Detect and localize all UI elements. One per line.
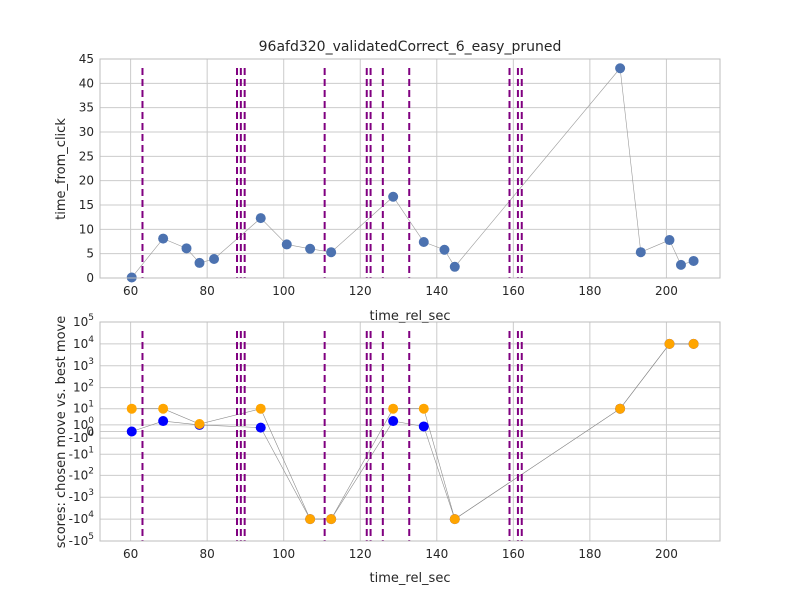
y-tick-label: 104	[73, 335, 94, 351]
x-tick-label: 180	[578, 284, 601, 298]
x-tick-label: 160	[502, 547, 525, 561]
bottom-plot-points	[126, 338, 699, 525]
y-tick-label: 101	[73, 400, 94, 416]
data-point	[688, 338, 699, 349]
y-tick-label: 35	[79, 101, 94, 115]
top-plot-x-axis-label: time_rel_sec	[370, 309, 451, 324]
data-point	[194, 257, 205, 268]
top-plot-x-tick-labels: 60 80 100 120 140 160 180 200	[123, 284, 678, 298]
y-tick-label: 10	[79, 222, 94, 236]
data-point	[158, 233, 169, 244]
x-tick-label: 200	[655, 284, 678, 298]
data-point	[615, 63, 626, 74]
data-point	[388, 416, 399, 427]
data-point	[664, 235, 675, 246]
y-tick-label: 105	[73, 313, 94, 329]
y-tick-label: 20	[79, 174, 94, 188]
data-point	[439, 244, 450, 255]
x-tick-label: 80	[200, 284, 215, 298]
y-tick-label: 30	[79, 125, 94, 139]
data-point	[388, 191, 399, 202]
bottom-plot-series-lines	[131, 343, 694, 520]
data-point	[688, 255, 699, 266]
y-tick-label: -102	[69, 466, 94, 482]
bottom-plot-event-markers	[141, 331, 523, 541]
data-point	[326, 514, 337, 525]
data-point	[209, 254, 220, 265]
bottom-plot-x-tick-labels: 60 80 100 120 140 160 180 200	[123, 547, 678, 561]
data-point	[281, 239, 292, 250]
x-tick-label: 140	[425, 547, 448, 561]
x-tick-label: 100	[272, 284, 295, 298]
top-plot-y-axis-label: time_from_click	[54, 118, 69, 220]
series-line	[131, 343, 694, 520]
data-point	[675, 259, 686, 270]
x-tick-label: 140	[425, 284, 448, 298]
y-tick-label: 0	[86, 271, 94, 285]
top-plot-frame	[99, 58, 721, 279]
x-tick-label: 60	[123, 284, 138, 298]
data-point	[305, 514, 316, 525]
data-point	[418, 236, 429, 247]
y-tick-label: -105	[69, 532, 94, 548]
plot-border	[99, 58, 721, 279]
bottom-plot: 60 80 100 120 140 160 180 200 10510410310210110…	[54, 313, 721, 586]
y-tick-label: 40	[79, 76, 94, 90]
y-tick-label: -100	[69, 429, 95, 445]
data-point	[418, 403, 429, 414]
data-point	[615, 403, 626, 414]
data-point	[126, 403, 137, 414]
data-point	[305, 243, 316, 254]
x-tick-label: 120	[349, 547, 372, 561]
data-point	[255, 213, 266, 224]
data-point	[194, 419, 205, 430]
data-point	[388, 403, 399, 414]
y-tick-label: 5	[86, 247, 94, 261]
x-tick-label: 100	[272, 547, 295, 561]
data-point	[158, 403, 169, 414]
bottom-plot-x-axis-label: time_rel_sec	[370, 571, 451, 586]
x-tick-label: 60	[123, 547, 138, 561]
x-tick-label: 160	[502, 284, 525, 298]
data-point	[326, 247, 337, 258]
x-tick-label: 80	[200, 547, 215, 561]
data-point	[181, 243, 192, 254]
top-plot-title: 96afd320_validatedCorrect_6_easy_pruned	[259, 39, 562, 55]
data-point	[418, 421, 429, 432]
plot-border	[99, 321, 721, 542]
data-point	[255, 403, 266, 414]
y-tick-label: -101	[69, 445, 94, 461]
data-point	[255, 422, 266, 433]
data-point	[664, 338, 675, 349]
x-tick-label: 180	[578, 547, 601, 561]
bottom-plot-frame	[99, 321, 721, 542]
data-point	[158, 416, 169, 427]
y-tick-label: 102	[73, 379, 94, 395]
top-plot-event-markers	[141, 68, 523, 278]
data-point	[635, 247, 646, 258]
data-point	[449, 514, 460, 525]
y-tick-label: 100	[73, 416, 94, 432]
bottom-plot-y-axis-label: scores: chosen move vs. best move	[54, 316, 69, 548]
y-tick-label: -104	[69, 510, 95, 526]
top-plot-y-tick-labels: 0 5 10 15 20 25 30 35 40 45	[79, 52, 94, 285]
x-tick-label: 200	[655, 547, 678, 561]
y-tick-label: 25	[79, 149, 94, 163]
y-tick-label: 0	[86, 425, 94, 439]
y-tick-label: 45	[79, 52, 94, 66]
data-point	[449, 261, 460, 272]
y-tick-label: -103	[69, 488, 94, 504]
data-point	[126, 426, 137, 437]
x-tick-label: 120	[349, 284, 372, 298]
y-tick-label: 103	[73, 357, 94, 373]
top-plot: 96afd320_validatedCorrect_6_easy_pruned …	[54, 39, 721, 324]
y-tick-label: 15	[79, 198, 94, 212]
